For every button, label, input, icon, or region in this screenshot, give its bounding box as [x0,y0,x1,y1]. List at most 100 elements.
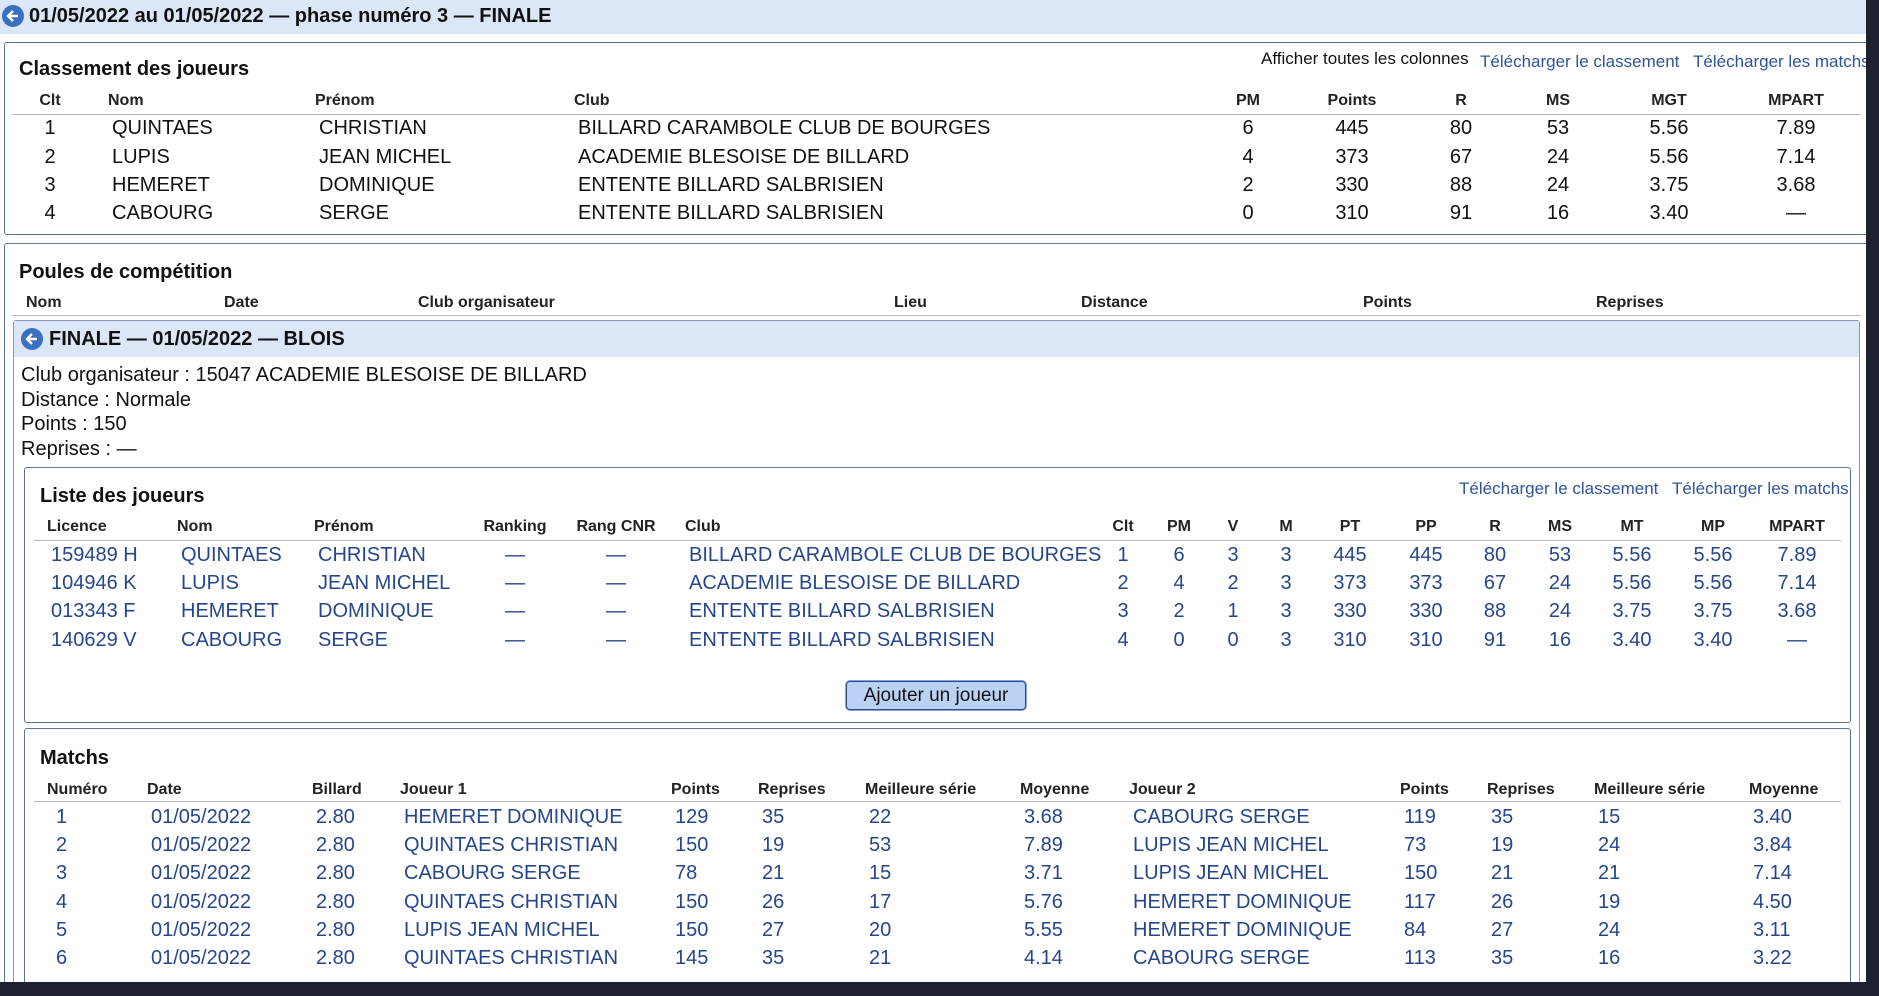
table-cell: 2 [44,146,56,168]
table-cell: 35 [762,806,785,828]
column-header: Reprises [1596,294,1664,311]
table-cell: 26 [1491,891,1514,913]
table-cell: 117 [1404,891,1436,913]
column-header: Meilleure série [1594,781,1706,798]
column-header: PP [1415,518,1437,535]
table-cell: 3.75 [1693,600,1733,622]
table-cell: 2 [1242,174,1254,196]
table-cell: 16 [1546,202,1570,224]
table-cell: — [505,544,525,566]
table-cell: 91 [1449,202,1473,224]
table-cell: 3.22 [1753,947,1792,969]
table-cell: 26 [762,891,785,913]
table-cell: 3 [56,862,68,884]
table-cell: 1 [44,117,56,139]
table-cell: 21 [1598,862,1621,884]
column-header: Moyenne [1749,781,1819,798]
column-header: Points [671,781,720,798]
table-cell: CABOURG SERGE [404,862,581,884]
table-cell: 16 [1548,629,1572,651]
table-cell: 5.76 [1024,891,1063,913]
download-matches-link[interactable]: Télécharger les matchs [1693,52,1866,71]
column-header: R [1455,92,1467,109]
table-cell: 24 [1598,919,1621,941]
back-icon[interactable] [1,4,25,28]
table-cell: 80 [1449,117,1473,139]
table-cell: 119 [1404,806,1436,828]
table-cell: 310 [1335,202,1369,224]
table-cell: 3.75 [1649,174,1689,196]
table-cell: 6 [56,947,68,969]
table-cell: JEAN MICHEL [318,572,451,594]
table-cell: 4 [1117,629,1129,651]
pool-info: Points : 150 [21,413,127,435]
table-cell: 7.14 [1777,572,1817,594]
table-cell: LUPIS [112,146,170,168]
table-cell: ENTENTE BILLARD SALBRISIEN [578,174,884,196]
table-cell: 1 [1227,600,1239,622]
header-title: 01/05/2022 au 01/05/2022 — phase numéro … [29,5,552,27]
column-header: Lieu [894,294,927,311]
table-cell: — [606,544,626,566]
table-cell: — [505,629,525,651]
column-header: PM [1167,518,1191,535]
table-cell: 310 [1409,629,1443,651]
download-matches-link[interactable]: Télécharger les matchs [1672,479,1849,498]
table-cell: LUPIS JEAN MICHEL [1133,834,1329,856]
column-header: MP [1701,518,1725,535]
table-cell: HEMERET DOMINIQUE [404,806,623,828]
column-header: Club [574,92,610,109]
column-header: M [1279,518,1293,535]
table-cell: 21 [869,947,892,969]
table-cell: 3 [1280,600,1292,622]
table-cell: 6 [1173,544,1185,566]
table-cell: 3.75 [1612,600,1652,622]
pools-panel [4,243,1866,982]
table-cell: LUPIS JEAN MICHEL [404,919,600,941]
table-cell: 6 [1242,117,1254,139]
table-cell: 80 [1483,544,1507,566]
table-cell: 15 [869,862,892,884]
table-cell: 91 [1483,629,1507,651]
download-ranking-link[interactable]: Télécharger le classement [1480,52,1680,71]
table-cell: 5.55 [1024,919,1063,941]
separator [34,540,1841,541]
table-cell: 4.14 [1024,947,1063,969]
table-cell: 3.68 [1777,600,1817,622]
separator [12,315,1861,316]
table-cell: CABOURG SERGE [1133,947,1310,969]
column-header: Prénom [315,92,375,109]
table-cell: 140629 V [51,629,137,651]
matches-title: Matchs [40,747,109,769]
table-cell: 53 [1548,544,1572,566]
table-cell: 24 [1546,146,1570,168]
table-cell: 67 [1483,572,1507,594]
table-cell: 19 [1598,891,1621,913]
table-cell: 2.80 [316,806,355,828]
table-cell: 01/05/2022 [151,862,252,884]
column-header: Points [1327,92,1377,109]
show-columns-link[interactable]: Afficher toutes les colonnes [1261,49,1469,68]
table-cell: 01/05/2022 [151,834,252,856]
players-title: Liste des joueurs [40,485,205,507]
table-cell: ACADEMIE BLESOISE DE BILLARD [689,572,1021,594]
download-ranking-link[interactable]: Télécharger le classement [1459,479,1659,498]
table-cell: 01/05/2022 [151,891,252,913]
table-cell: 7.14 [1776,146,1816,168]
pool-icon[interactable] [20,327,44,351]
column-header: Club [685,518,721,535]
table-cell: DOMINIQUE [318,600,434,622]
table-cell: 330 [1335,174,1369,196]
table-cell: SERGE [318,629,389,651]
table-cell: 150 [675,891,709,913]
column-header: Meilleure série [865,781,977,798]
table-cell: 150 [1404,862,1438,884]
column-header: MS [1546,92,1570,109]
table-cell: 4 [1173,572,1185,594]
table-cell: 3 [1280,572,1292,594]
table-cell: QUINTAES CHRISTIAN [404,947,619,969]
table-cell: 22 [869,806,892,828]
table-cell: ENTENTE BILLARD SALBRISIEN [689,629,995,651]
column-header: Nom [26,294,62,311]
add-player-button[interactable]: Ajouter un joueur [846,681,1026,710]
